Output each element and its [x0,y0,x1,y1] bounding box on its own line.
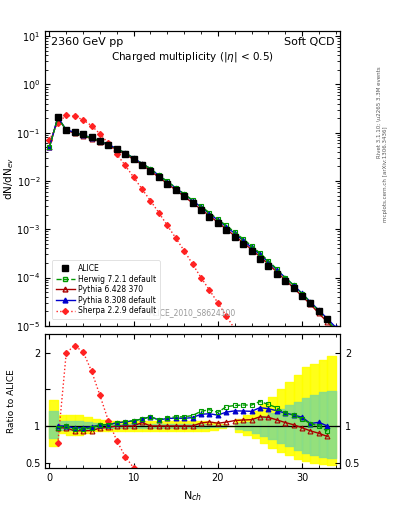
ALICE [190,200,195,206]
ALICE [232,234,237,241]
ALICE [274,271,279,277]
ALICE [64,127,69,133]
ALICE [173,187,178,193]
ALICE [291,285,296,291]
Text: mcplots.cern.ch [arXiv:1306.3436]: mcplots.cern.ch [arXiv:1306.3436] [383,126,388,222]
ALICE [148,168,153,174]
Y-axis label: dN/dN$_{ev}$: dN/dN$_{ev}$ [2,157,16,200]
ALICE [316,308,321,314]
ALICE [198,207,203,213]
ALICE [72,129,77,135]
ALICE [300,293,305,299]
ALICE [131,156,136,162]
ALICE [207,214,212,220]
ALICE [89,134,94,140]
ALICE [123,151,128,157]
Text: 2360 GeV pp: 2360 GeV pp [51,37,123,47]
ALICE [283,278,288,284]
ALICE [266,263,271,269]
ALICE [257,256,262,262]
ALICE [156,174,161,180]
ALICE [224,227,229,233]
Y-axis label: Ratio to ALICE: Ratio to ALICE [7,370,16,433]
Text: Soft QCD: Soft QCD [284,37,334,47]
Text: Rivet 3.1.10; \u2265 3.3M events: Rivet 3.1.10; \u2265 3.3M events [376,67,382,158]
ALICE [249,248,254,254]
X-axis label: N$_{ch}$: N$_{ch}$ [183,489,202,503]
ALICE [241,241,246,247]
ALICE [140,162,144,168]
Legend: ALICE, Herwig 7.2.1 default, Pythia 6.428 370, Pythia 8.308 default, Sherpa 2.2.: ALICE, Herwig 7.2.1 default, Pythia 6.42… [52,260,160,319]
ALICE [308,300,313,306]
ALICE [97,138,102,144]
Line: ALICE: ALICE [55,114,330,322]
ALICE [165,181,170,187]
ALICE [81,132,85,138]
ALICE [325,316,330,322]
ALICE [106,142,111,148]
Text: Charged multiplicity ($|\eta|$ < 0.5): Charged multiplicity ($|\eta|$ < 0.5) [111,50,274,64]
ALICE [114,146,119,153]
ALICE [182,194,187,200]
ALICE [215,220,220,226]
Text: ALICE_2010_S8624100: ALICE_2010_S8624100 [149,308,236,317]
ALICE [55,114,60,120]
